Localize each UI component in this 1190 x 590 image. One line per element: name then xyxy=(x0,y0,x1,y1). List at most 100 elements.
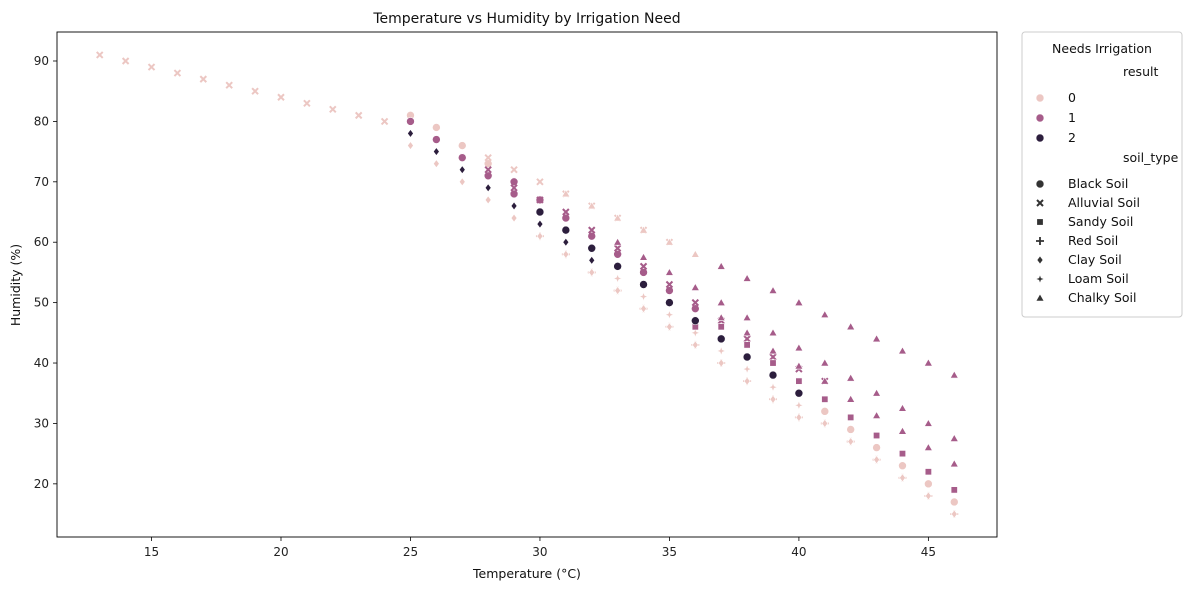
data-point xyxy=(510,201,518,211)
data-point xyxy=(614,286,622,296)
data-point xyxy=(820,376,830,385)
y-axis-ticks: 20 30 40 50 60 70 80 90 xyxy=(34,54,57,491)
data-point xyxy=(897,403,907,412)
data-point xyxy=(691,316,700,326)
data-point xyxy=(949,433,959,442)
legend-style-marker xyxy=(1035,274,1045,284)
data-point xyxy=(587,231,597,241)
data-point xyxy=(588,255,596,265)
data-point xyxy=(458,165,466,175)
data-point xyxy=(510,213,518,223)
data-point xyxy=(794,388,804,398)
data-point xyxy=(923,442,933,451)
data-point xyxy=(613,237,623,246)
data-point xyxy=(743,341,751,349)
data-point xyxy=(769,394,777,404)
legend-style-marker xyxy=(1036,237,1044,245)
data-point xyxy=(587,243,597,253)
data-point xyxy=(432,159,440,169)
legend-hue-marker xyxy=(1035,113,1045,123)
legend-style-marker xyxy=(1036,255,1044,265)
legend-style-label: Black Soil xyxy=(1068,176,1128,191)
data-point xyxy=(225,81,233,89)
data-point xyxy=(613,244,622,252)
legend-hue-entries: 0 1 2 xyxy=(1035,90,1076,145)
y-tick-label: 60 xyxy=(34,235,49,249)
x-tick-label: 30 xyxy=(532,545,547,559)
data-point xyxy=(717,358,725,368)
data-point xyxy=(536,178,544,186)
legend-style-label: Red Soil xyxy=(1068,233,1118,248)
data-point xyxy=(639,225,649,234)
data-point xyxy=(873,455,880,465)
y-tick-label: 30 xyxy=(34,416,49,430)
data-point xyxy=(847,413,855,421)
data-point xyxy=(691,304,700,313)
data-point xyxy=(354,111,363,120)
legend-style-marker xyxy=(1035,179,1045,189)
data-point xyxy=(613,262,622,271)
data-point xyxy=(588,267,596,277)
data-point xyxy=(743,376,751,386)
data-point xyxy=(303,99,311,107)
data-point xyxy=(407,141,414,151)
data-point xyxy=(949,459,959,468)
legend-style-marker xyxy=(1036,218,1044,226)
data-point xyxy=(666,322,673,332)
data-point xyxy=(639,268,648,277)
data-point xyxy=(821,395,829,403)
y-tick-label: 20 xyxy=(34,477,49,491)
data-point xyxy=(742,364,752,374)
data-point xyxy=(406,117,415,126)
data-point xyxy=(873,432,881,440)
data-point xyxy=(561,225,571,235)
data-point xyxy=(924,479,933,489)
data-point xyxy=(432,147,440,157)
data-point xyxy=(716,298,726,306)
legend-hue-label: 2 xyxy=(1068,130,1076,145)
data-point xyxy=(923,418,933,427)
data-point xyxy=(794,343,804,352)
legend-hue-label: 1 xyxy=(1068,110,1076,125)
data-point xyxy=(638,291,649,302)
data-point xyxy=(794,400,804,410)
y-tick-label: 50 xyxy=(34,296,49,310)
data-point xyxy=(768,370,778,380)
data-point xyxy=(665,298,674,307)
x-tick-label: 25 xyxy=(403,545,418,559)
data-point xyxy=(820,407,830,416)
data-point xyxy=(820,358,830,367)
data-point xyxy=(458,177,466,187)
data-point xyxy=(147,63,156,71)
data-point xyxy=(794,298,804,306)
data-point xyxy=(795,412,803,422)
legend-style-marker xyxy=(1036,199,1044,207)
legend-hue-label: 0 xyxy=(1068,90,1076,105)
data-point xyxy=(898,450,906,458)
data-point xyxy=(769,359,777,367)
data-point xyxy=(950,486,958,494)
y-tick-label: 90 xyxy=(34,54,49,68)
data-point xyxy=(846,373,856,382)
x-axis-label: Temperature (°C) xyxy=(472,566,581,581)
legend-style-title: soil_type xyxy=(1123,150,1179,165)
data-point xyxy=(536,219,544,229)
data-point xyxy=(251,87,259,95)
data-point xyxy=(795,377,803,385)
data-point xyxy=(457,153,467,162)
data-point xyxy=(639,280,648,289)
x-tick-label: 20 xyxy=(273,545,288,559)
data-point xyxy=(923,358,933,367)
data-point xyxy=(898,461,907,471)
data-point xyxy=(562,237,570,247)
data-point xyxy=(561,189,571,198)
data-point xyxy=(561,213,571,223)
data-point xyxy=(639,252,649,261)
data-point xyxy=(510,166,518,174)
data-point xyxy=(509,177,519,187)
x-tick-label: 15 xyxy=(144,545,159,559)
data-point xyxy=(794,361,804,370)
data-point xyxy=(588,226,596,234)
legend-style-label: Clay Soil xyxy=(1068,252,1122,267)
